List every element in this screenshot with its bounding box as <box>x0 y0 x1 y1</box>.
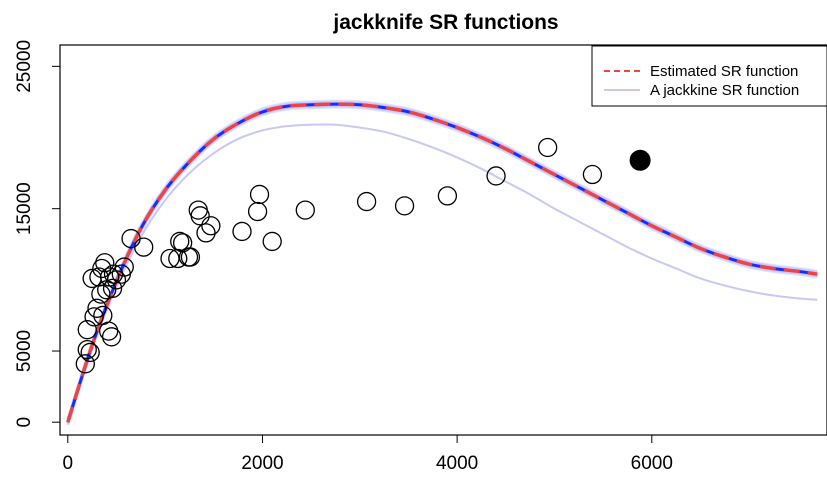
series-lines <box>66 102 818 423</box>
data-point <box>180 247 201 267</box>
x-tick-label: 4000 <box>436 453 478 474</box>
data-point <box>168 248 188 269</box>
y-tick-label: 5000 <box>14 330 35 372</box>
data-point <box>537 137 558 158</box>
jackknife-band <box>66 99 818 426</box>
data-points <box>75 137 651 374</box>
jackknife-curve <box>66 105 818 426</box>
data-point <box>295 200 315 220</box>
data-point <box>249 184 270 205</box>
data-point <box>87 298 107 318</box>
legend-box <box>591 45 827 107</box>
jackknife-curve <box>66 99 818 420</box>
jackknife-curve <box>66 104 818 425</box>
x-tick-label: 6000 <box>631 453 673 474</box>
data-point <box>160 248 180 269</box>
y-tick-label: 15000 <box>14 182 35 235</box>
data-point <box>77 339 97 360</box>
y-tick-label: 25000 <box>14 40 35 93</box>
data-point <box>91 284 111 304</box>
jackknife-curve <box>66 103 818 424</box>
data-point <box>190 206 210 226</box>
x-tick-label: 0 <box>62 453 73 474</box>
x-tick-label: 2000 <box>241 453 283 474</box>
plot-frame <box>59 44 827 436</box>
series-line-estimated <box>66 102 818 423</box>
data-point <box>99 321 119 341</box>
data-point <box>84 307 104 327</box>
legend-label-estimated: Estimated SR function <box>650 63 798 80</box>
data-point <box>114 257 134 277</box>
data-point <box>188 200 208 220</box>
legend-label-jackknife: A jackkine SR function <box>650 82 799 99</box>
data-point <box>134 237 154 257</box>
highlighted-data-point <box>629 149 651 171</box>
data-point <box>232 221 252 242</box>
series-line-jackknife <box>66 123 818 423</box>
data-point <box>77 320 97 340</box>
data-point <box>437 186 458 206</box>
data-point <box>103 264 124 284</box>
axes: 0 2000 4000 6000 0 5000 15000 25000 <box>14 40 673 474</box>
chart-title: jackknife SR functions <box>332 11 558 34</box>
data-point <box>75 354 95 374</box>
legend: Estimated SR function A jackkine SR func… <box>591 45 827 107</box>
data-point <box>101 327 122 347</box>
data-point <box>356 191 377 212</box>
data-point <box>262 231 282 252</box>
data-point <box>170 231 190 252</box>
data-point <box>102 278 123 299</box>
data-point <box>178 247 199 267</box>
y-tick-label: 0 <box>14 417 35 428</box>
data-point <box>196 223 216 243</box>
data-point <box>582 164 603 185</box>
data-point <box>486 166 506 186</box>
data-point <box>80 342 100 363</box>
data-point <box>201 216 221 236</box>
data-point <box>394 196 415 216</box>
data-point <box>247 201 268 222</box>
